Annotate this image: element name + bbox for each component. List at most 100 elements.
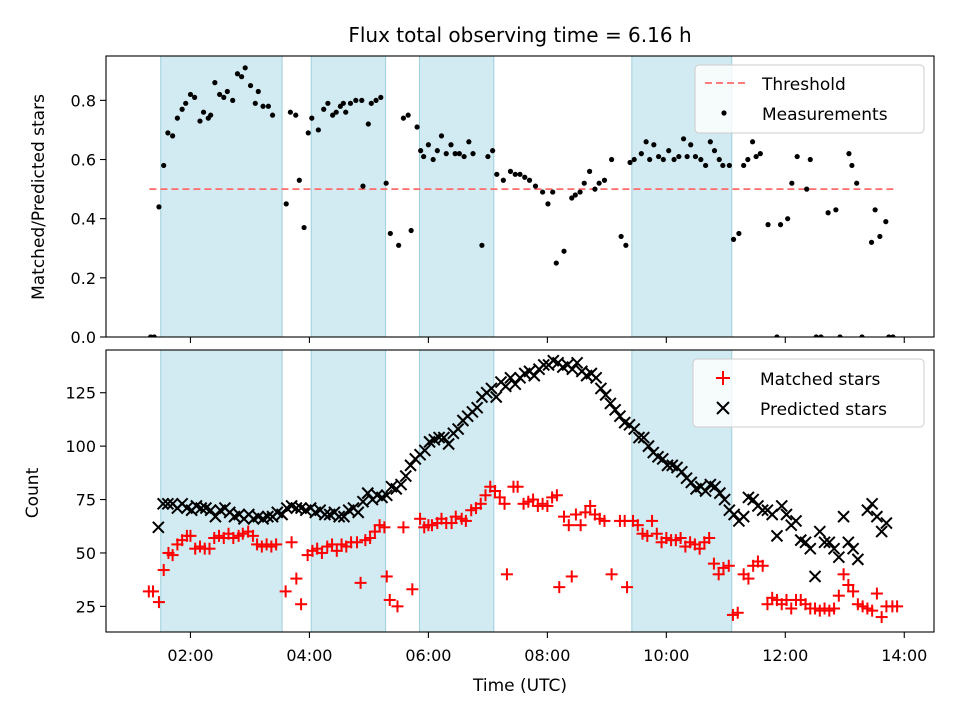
predicted-star-point	[685, 476, 698, 489]
x-marker-b	[451, 422, 465, 436]
matched-stars-points	[142, 480, 904, 624]
predicted-star-point	[161, 497, 175, 511]
bottom-shaded-intervals	[160, 350, 733, 632]
measurement-point	[651, 142, 657, 148]
y-tick-label: 0.2	[71, 269, 96, 288]
predicted-star-point	[746, 493, 760, 506]
predicted-star-point	[713, 486, 727, 500]
measurement-point	[765, 222, 771, 228]
measurement-point	[461, 153, 467, 160]
measurement-point	[609, 156, 615, 163]
measurement-point	[627, 159, 633, 166]
measurement-point	[343, 109, 349, 115]
measurement-point	[553, 260, 559, 266]
measurement-point	[854, 180, 860, 186]
measurement-point	[485, 153, 491, 160]
x-marker-b	[794, 533, 807, 547]
matched-star-point	[285, 536, 298, 549]
matched-star-point	[828, 602, 841, 615]
measurement-point	[872, 207, 878, 213]
measurement-point	[373, 97, 379, 103]
measurement-point	[359, 97, 365, 103]
x-marker-b	[775, 499, 788, 513]
measurement-point	[165, 130, 171, 136]
measurement-point	[601, 177, 608, 183]
x-marker-b	[618, 416, 631, 429]
predicted-star-point	[827, 542, 841, 555]
predicted-star-point	[861, 504, 874, 517]
matched-star-point	[674, 532, 687, 544]
matched-star-point	[707, 557, 720, 570]
matched-star-point	[354, 576, 367, 589]
x-marker-b	[627, 422, 641, 436]
matched-star-point	[459, 514, 472, 527]
measurement-point	[846, 151, 852, 157]
measurement-point	[577, 189, 583, 195]
x-marker-b	[685, 476, 698, 489]
matched-star-point	[742, 572, 755, 585]
predicted-star-point	[789, 514, 803, 528]
bottom-y-axis-label: Count	[23, 467, 43, 518]
matched-star-point	[870, 587, 883, 600]
predicted-star-point	[865, 497, 879, 511]
measurement-point	[490, 148, 496, 154]
x-marker-b	[861, 504, 874, 517]
x-marker-b	[290, 501, 303, 515]
x-marker-b	[832, 551, 846, 564]
bottom-legend: Matched stars Predicted stars	[692, 358, 925, 428]
measurement-point	[161, 162, 167, 169]
predicted-star-point	[418, 444, 432, 457]
predicted-star-point	[261, 510, 275, 523]
y-tick-label: 100	[65, 437, 96, 456]
measurement-point	[698, 156, 704, 163]
x-marker-b	[789, 514, 803, 528]
matched-star-point	[270, 538, 283, 551]
measurement-point	[623, 242, 629, 248]
x-marker-b	[271, 506, 284, 519]
x-marker-b	[442, 437, 455, 451]
matched-star-point	[842, 579, 855, 591]
matched-star-point	[847, 585, 860, 598]
measurement-point	[197, 118, 203, 124]
top-axes-frame	[105, 55, 935, 338]
measurement-point	[883, 219, 889, 225]
x-tick-label: 06:00	[405, 646, 451, 665]
measurement-point	[479, 242, 485, 248]
matched-star-point	[383, 593, 396, 606]
predicted-star-point	[470, 401, 484, 414]
measurement-point	[347, 100, 354, 106]
measurement-point	[777, 222, 784, 228]
matched-star-point	[565, 570, 578, 583]
measurement-point	[405, 112, 411, 118]
predicted-star-point	[813, 525, 827, 538]
matched-star-point	[650, 527, 663, 540]
matched-star-point	[157, 564, 170, 577]
predicted-star-point	[808, 570, 822, 583]
x-marker-b	[351, 506, 365, 519]
measurement-point	[647, 156, 653, 163]
measurement-point	[545, 201, 551, 207]
x-marker-b	[380, 489, 393, 502]
x-marker-b	[152, 521, 165, 534]
x-marker-b	[404, 459, 417, 472]
measurement-point	[170, 133, 176, 139]
measurement-point	[242, 65, 248, 71]
matched-star-point	[290, 572, 303, 585]
measurement-point	[387, 230, 393, 237]
bottom-y-ticks: 25 50 75 100 125	[65, 384, 106, 616]
x-marker-b	[332, 510, 346, 523]
measurement-point	[676, 153, 682, 160]
measurement-point	[400, 115, 407, 121]
matched-star-point	[378, 521, 391, 534]
matched-star-point	[621, 581, 634, 594]
measurement-point	[221, 94, 227, 101]
measurement-point	[224, 88, 230, 95]
predicted-star-point	[380, 489, 393, 502]
matched-star-point	[731, 606, 744, 619]
predicted-star-point	[528, 369, 541, 382]
matched-star-point	[761, 598, 774, 611]
matched-star-point	[712, 568, 725, 581]
measurement-point	[192, 94, 198, 101]
matched-star-point	[574, 519, 587, 532]
x-marker-b	[489, 390, 503, 404]
